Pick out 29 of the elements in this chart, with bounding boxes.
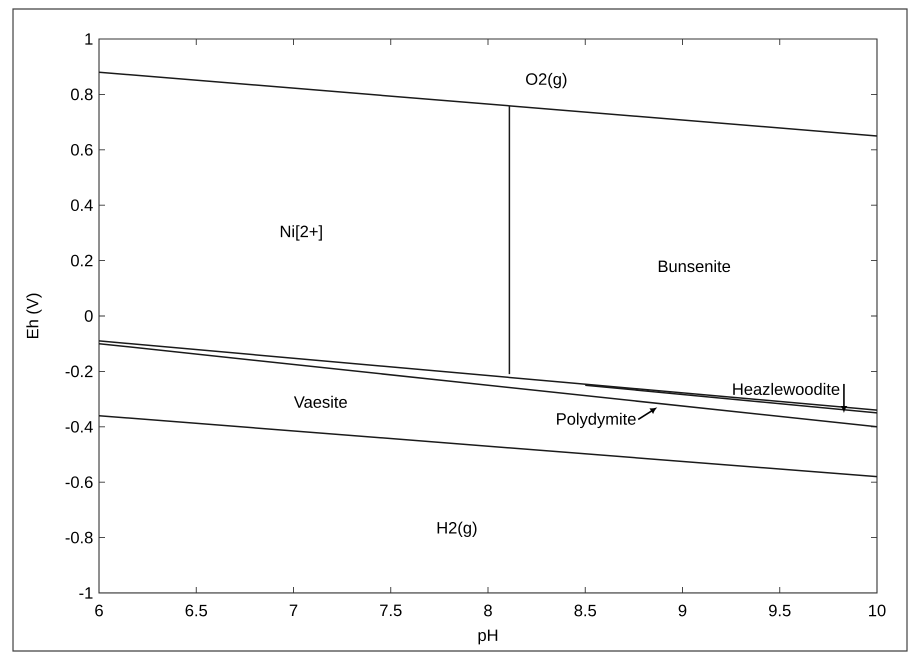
y-tick-label: -0.6 <box>66 476 93 488</box>
x-tick-label: 7 <box>290 604 298 616</box>
x-tick-label: 6 <box>95 604 103 616</box>
y-axis-title: Eh (V) <box>26 294 42 338</box>
y-tick-label: 0 <box>84 310 93 322</box>
x-tick-label: 9 <box>678 604 686 616</box>
y-tick-label: 0.8 <box>71 88 93 100</box>
x-tick-label: 10 <box>869 604 886 616</box>
x-tick-label: 8 <box>484 604 492 616</box>
y-tick-label: -1 <box>79 587 93 599</box>
annotation: Bunsenite <box>658 260 730 272</box>
x-axis-title: pH <box>478 630 498 644</box>
annotation: O2(g) <box>526 72 566 88</box>
y-tick-label: 0.6 <box>71 144 93 156</box>
y-tick-label: -0.2 <box>66 366 92 378</box>
x-tick-label: 7.5 <box>380 604 402 616</box>
x-tick-label: 9.5 <box>769 604 791 616</box>
annotation: Polydymite <box>557 412 636 428</box>
annotation: Ni[2+] <box>280 225 322 241</box>
y-tick-label: 1 <box>85 33 93 45</box>
x-tick-label: 6.5 <box>186 604 208 616</box>
y-tick-label: 0.2 <box>71 254 92 266</box>
annotation: Vaesite <box>294 396 347 408</box>
y-tick-label: -0.8 <box>66 532 93 544</box>
annotation: H2(g) <box>438 522 476 537</box>
y-tick-label: -0.4 <box>66 420 93 433</box>
x-tick-label: 8.5 <box>574 604 596 616</box>
y-tick-label: 0.4 <box>71 199 93 212</box>
annotation: Heazlewoodite <box>733 382 840 395</box>
